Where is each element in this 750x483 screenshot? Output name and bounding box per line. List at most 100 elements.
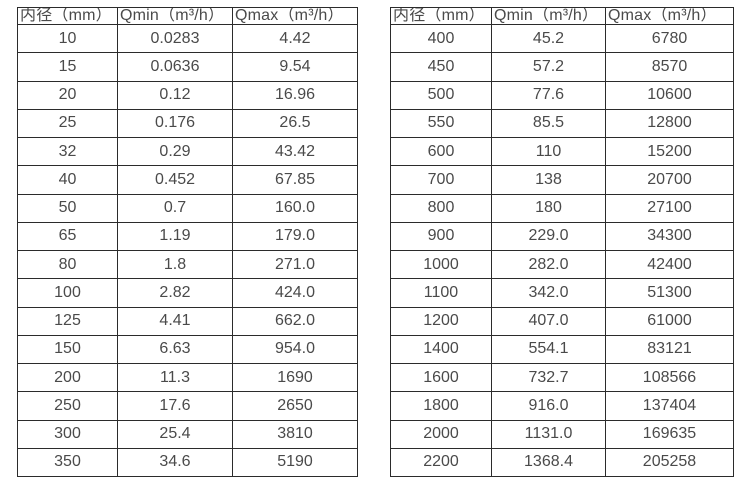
table-header-row: 内径（mm） Qmin（m³/h） Qmax（m³/h） (390, 7, 734, 25)
table-cell: 10600 (605, 80, 734, 110)
table-cell: 20700 (605, 165, 734, 195)
table-cell: 160.0 (232, 193, 358, 223)
table-cell: 169635 (605, 419, 734, 449)
table-cell: 138 (491, 165, 606, 195)
table-row: 150 6.63 954.0 (17, 334, 358, 365)
table-cell: 42400 (605, 249, 734, 280)
table-row: 600 110 15200 (390, 136, 734, 167)
table-cell: 0.452 (117, 165, 233, 195)
table-cell: 200 (17, 362, 118, 393)
table-cell: 6780 (605, 23, 734, 54)
table-cell: 83121 (605, 334, 734, 365)
table-cell: 400 (390, 23, 492, 54)
table-cell: 407.0 (491, 306, 606, 336)
table-cell: 15 (17, 52, 118, 82)
table-cell: 12800 (605, 108, 734, 139)
table-cell: 1400 (390, 334, 492, 365)
table-row: 1600 732.7 108566 (390, 362, 734, 393)
table-cell: 500 (390, 80, 492, 110)
table-cell: 11.3 (117, 362, 233, 393)
table-cell: 0.29 (117, 136, 233, 167)
table-row: 15 0.0636 9.54 (17, 52, 358, 82)
table-row: 125 4.41 662.0 (17, 306, 358, 336)
table-cell: 600 (390, 136, 492, 167)
header-qmin: Qmin（m³/h） (117, 7, 233, 25)
table-cell: 32 (17, 136, 118, 167)
table-cell: 554.1 (491, 334, 606, 365)
table-cell: 43.42 (232, 136, 358, 167)
table-cell: 110 (491, 136, 606, 167)
table-row: 1200 407.0 61000 (390, 306, 734, 336)
table-cell: 2650 (232, 391, 358, 421)
table-row: 80 1.8 271.0 (17, 249, 358, 280)
table-row: 550 85.5 12800 (390, 108, 734, 139)
table-cell: 700 (390, 165, 492, 195)
table-cell: 1100 (390, 278, 492, 308)
table-cell: 424.0 (232, 278, 358, 308)
table-cell: 4.42 (232, 23, 358, 54)
table-cell: 65 (17, 221, 118, 252)
table-cell: 0.7 (117, 193, 233, 223)
header-qmax: Qmax（m³/h） (605, 7, 734, 25)
table-cell: 51300 (605, 278, 734, 308)
table-row: 2000 1131.0 169635 (390, 419, 734, 449)
table-cell: 150 (17, 334, 118, 365)
table-row: 400 45.2 6780 (390, 23, 734, 54)
table-cell: 550 (390, 108, 492, 139)
table-cell: 17.6 (117, 391, 233, 421)
table-row: 50 0.7 160.0 (17, 193, 358, 223)
table-row: 100 2.82 424.0 (17, 278, 358, 308)
table-cell: 9.54 (232, 52, 358, 82)
table-cell: 0.176 (117, 108, 233, 139)
table-cell: 250 (17, 391, 118, 421)
header-qmin: Qmin（m³/h） (491, 7, 606, 25)
table-cell: 57.2 (491, 52, 606, 82)
table-row: 300 25.4 3810 (17, 419, 358, 449)
header-inner-diameter: 内径（mm） (390, 7, 492, 25)
table-row: 20 0.12 16.96 (17, 80, 358, 110)
table-cell: 282.0 (491, 249, 606, 280)
table-row: 32 0.29 43.42 (17, 136, 358, 167)
table-cell: 1.8 (117, 249, 233, 280)
table-cell: 900 (390, 221, 492, 252)
table-cell: 40 (17, 165, 118, 195)
table-cell: 271.0 (232, 249, 358, 280)
table-cell: 450 (390, 52, 492, 82)
table-cell: 34300 (605, 221, 734, 252)
table-cell: 2.82 (117, 278, 233, 308)
table-row: 40 0.452 67.85 (17, 165, 358, 195)
table-cell: 229.0 (491, 221, 606, 252)
table-row: 1800 916.0 137404 (390, 391, 734, 421)
table-cell: 300 (17, 419, 118, 449)
table-row: 1100 342.0 51300 (390, 278, 734, 308)
table-row: 65 1.19 179.0 (17, 221, 358, 252)
table-row: 500 77.6 10600 (390, 80, 734, 110)
table-cell: 6.63 (117, 334, 233, 365)
flow-rate-table-large-diameters: 内径（mm） Qmin（m³/h） Qmax（m³/h） 400 45.2 6780… (390, 7, 734, 478)
table-cell: 732.7 (491, 362, 606, 393)
table-cell: 26.5 (232, 108, 358, 139)
header-qmax: Qmax（m³/h） (232, 7, 358, 25)
table-cell: 67.85 (232, 165, 358, 195)
table-cell: 1690 (232, 362, 358, 393)
table-cell: 5190 (232, 447, 358, 478)
table-cell: 0.0636 (117, 52, 233, 82)
table-cell: 1800 (390, 391, 492, 421)
table-cell: 2200 (390, 447, 492, 478)
table-cell: 954.0 (232, 334, 358, 365)
table-cell: 50 (17, 193, 118, 223)
table-cell: 0.0283 (117, 23, 233, 54)
table-cell: 180 (491, 193, 606, 223)
table-cell: 800 (390, 193, 492, 223)
flow-rate-table-small-diameters: 内径（mm） Qmin（m³/h） Qmax（m³/h） 10 0.0283 4.4… (17, 7, 358, 478)
table-cell: 25 (17, 108, 118, 139)
table-cell: 16.96 (232, 80, 358, 110)
table-header-row: 内径（mm） Qmin（m³/h） Qmax（m³/h） (17, 7, 358, 25)
table-row: 450 57.2 8570 (390, 52, 734, 82)
table-cell: 15200 (605, 136, 734, 167)
table-cell: 1200 (390, 306, 492, 336)
table-cell: 85.5 (491, 108, 606, 139)
table-cell: 8570 (605, 52, 734, 82)
table-cell: 25.4 (117, 419, 233, 449)
